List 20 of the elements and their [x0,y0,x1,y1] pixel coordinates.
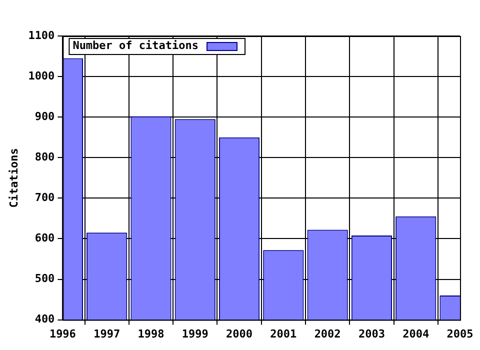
x-tick-label: 2002 [314,327,341,340]
y-tick-label: 500 [34,272,55,286]
y-tick-label: 600 [34,232,55,245]
y-tick-label: 1100 [28,28,55,42]
y-tick-label: 700 [34,191,55,204]
x-tick-label: 1996 [49,327,76,340]
legend-label: Number of citations [72,38,199,52]
y-tick-label: 1000 [28,69,55,82]
x-tick-label: 2001 [270,327,298,340]
y-axis-title: Citations [7,148,20,208]
x-tick-label: 1998 [138,327,164,340]
x-tick-label: 1997 [94,327,120,340]
x-tick-label: 2004 [402,327,430,340]
x-tick-label: 2000 [226,327,253,340]
x-tick-label: 2003 [358,327,385,340]
y-tick-label: 400 [34,312,55,326]
y-tick-label: 800 [34,150,55,164]
x-tick-label: 2005 [446,327,474,340]
x-tick-label: 1999 [182,327,208,340]
y-tick-label: 900 [34,110,55,123]
